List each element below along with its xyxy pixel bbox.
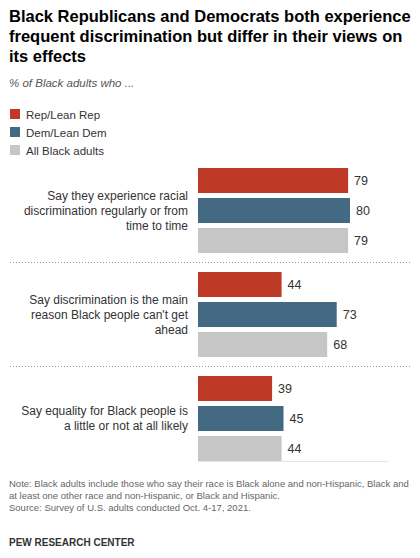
source: Source: Survey of U.S. adults conducted …: [9, 502, 251, 513]
text-line: discrimination regularly or from: [24, 204, 188, 218]
footer: PEW RESEARCH CENTER: [9, 537, 135, 548]
text-line: Say equality for Black people is: [21, 404, 188, 418]
bar: [198, 198, 350, 223]
legend-label: Dem/Lean Dem: [26, 127, 107, 139]
title: Black Republicans and Democrats both exp…: [9, 7, 411, 65]
data-label: 44: [288, 442, 302, 456]
text-line: Note: Black adults include those who say…: [9, 478, 409, 489]
data-label: 45: [290, 412, 304, 426]
bar: [198, 168, 348, 193]
text-line: reason Black people can't get: [31, 308, 189, 322]
legend-item: Dem/Lean Dem: [10, 127, 107, 139]
legend-swatch: [10, 109, 20, 119]
note: Note: Black adults include those who say…: [9, 478, 409, 501]
bar: [198, 406, 284, 431]
text-line: Say discrimination is the main: [29, 293, 188, 307]
labels: Say they experience racialdiscrimination…: [21, 174, 370, 456]
data-label: 79: [354, 234, 368, 248]
legend-swatch: [10, 145, 20, 155]
data-label: 79: [354, 174, 368, 188]
chart: Black Republicans and Democrats both exp…: [0, 0, 420, 558]
data-label: 73: [343, 308, 357, 322]
separator: [10, 262, 410, 263]
data-label: 44: [288, 278, 302, 292]
category-label: Say discrimination is the mainreason Bla…: [29, 293, 188, 337]
text-line: a little or not at all likely: [64, 419, 188, 433]
separator: [10, 366, 410, 367]
bar: [198, 376, 272, 401]
text-line: its effects: [9, 47, 86, 65]
bar: [198, 228, 348, 253]
text-line: Say they experience racial: [47, 189, 188, 203]
text-line: at least one other race and non-Hispanic…: [9, 490, 280, 501]
subtitle: % of Black adults who ...: [9, 77, 134, 89]
legend-item: All Black adults: [10, 145, 104, 157]
text-line: time to time: [126, 219, 188, 233]
text-line: ahead: [155, 323, 188, 337]
text-line: frequent discrimination but differ in th…: [9, 27, 402, 45]
legend-label: All Black adults: [26, 145, 104, 157]
data-label: 68: [333, 338, 347, 352]
bars: [198, 168, 350, 461]
data-label: 39: [278, 382, 292, 396]
bar: [198, 436, 282, 461]
category-label: Say they experience racialdiscrimination…: [24, 189, 188, 233]
category-label: Say equality for Black people isa little…: [21, 404, 188, 433]
legend-item: Rep/Lean Rep: [10, 109, 100, 121]
legend-label: Rep/Lean Rep: [26, 109, 100, 121]
legend-swatch: [10, 127, 20, 137]
bar: [198, 302, 337, 327]
bar: [198, 272, 282, 297]
text-line: Black Republicans and Democrats both exp…: [9, 7, 411, 25]
axis-line: [198, 461, 388, 462]
bar: [198, 332, 327, 357]
data-label: 80: [356, 204, 370, 218]
